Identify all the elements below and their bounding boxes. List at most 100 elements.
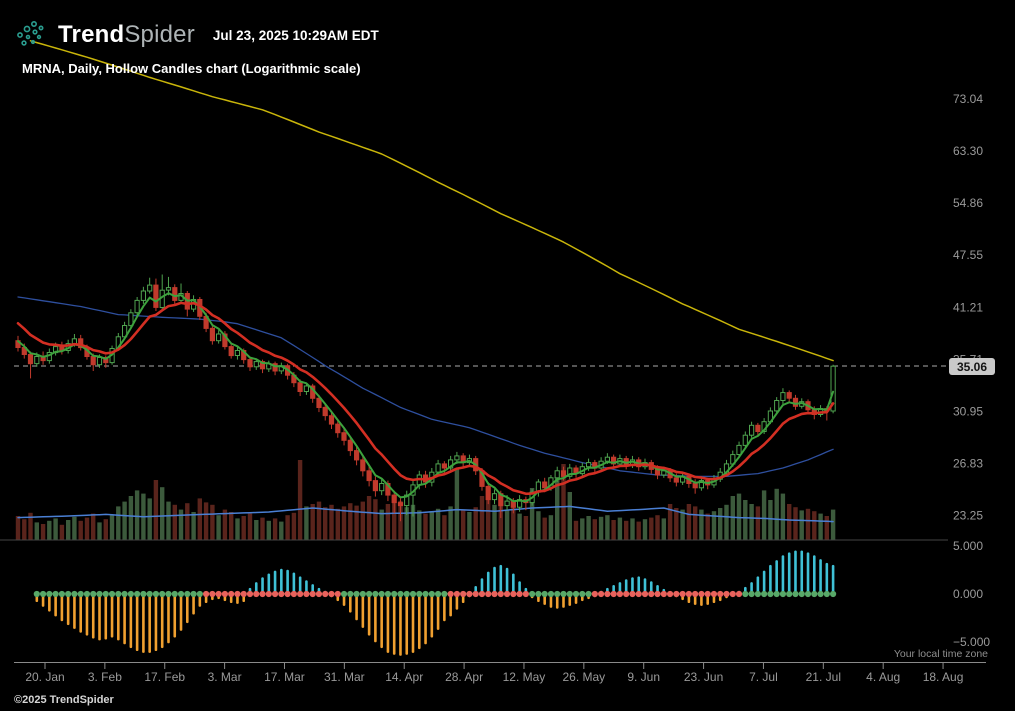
candle-body[interactable] [128, 312, 134, 327]
candle-body[interactable] [316, 397, 322, 408]
candle-body[interactable] [774, 400, 780, 412]
date-tick-label[interactable]: 17. Feb [144, 670, 185, 684]
candle-body[interactable] [441, 463, 447, 469]
candle-body[interactable] [391, 494, 397, 504]
candle-body[interactable] [71, 338, 78, 345]
date-tick-label[interactable]: 3. Mar [208, 670, 242, 684]
date-tick-label[interactable]: 14. Apr [385, 670, 423, 684]
candle-body[interactable] [749, 424, 755, 436]
candle-body[interactable] [742, 434, 748, 446]
candle-body[interactable] [435, 463, 441, 473]
date-tick-label[interactable]: 28. Apr [445, 670, 483, 684]
candle-body[interactable] [216, 333, 222, 342]
volume-bar [592, 519, 597, 540]
candle-body[interactable] [234, 350, 241, 356]
candle-body[interactable] [560, 470, 567, 477]
candle-body[interactable] [604, 456, 610, 462]
candle-body[interactable] [322, 406, 328, 417]
squeeze-dot [177, 590, 185, 598]
candle-body[interactable] [272, 363, 278, 372]
candle-body[interactable] [259, 361, 266, 370]
candle-body[interactable] [360, 459, 366, 472]
candle-body[interactable] [165, 287, 172, 291]
candle-body[interactable] [485, 485, 491, 501]
candle-body[interactable] [140, 290, 147, 301]
candle-body[interactable] [786, 392, 792, 399]
candle-body[interactable] [153, 284, 159, 308]
candle-body[interactable] [404, 494, 410, 507]
trendspider-logo-icon[interactable] [12, 16, 48, 54]
candle-body[interactable] [698, 480, 704, 489]
candle-body[interactable] [209, 327, 216, 342]
candle-body[interactable] [673, 477, 679, 483]
indicator-axis-label: −5.000 [953, 635, 990, 649]
date-tick-label[interactable]: 17. Mar [264, 670, 305, 684]
squeeze-dot [265, 590, 272, 598]
volume-bar [210, 504, 215, 540]
date-tick-label[interactable]: 7. Jul [749, 670, 778, 684]
candle-body[interactable] [34, 356, 40, 365]
date-tick-label[interactable]: 31. Mar [324, 670, 365, 684]
candle-body[interactable] [792, 397, 799, 407]
candle-body[interactable] [780, 392, 786, 402]
candle-body[interactable] [611, 456, 617, 465]
candle-body[interactable] [328, 415, 335, 425]
brand-title[interactable]: Trend Spider [58, 21, 195, 49]
candle-body[interactable] [736, 444, 742, 455]
candle-body[interactable] [454, 455, 460, 461]
candle-body[interactable] [554, 470, 560, 479]
candle-body[interactable] [692, 483, 698, 489]
candle-body[interactable] [491, 493, 498, 501]
last-price-badge[interactable]: 35.06 [949, 358, 995, 375]
candle-body[interactable] [347, 439, 353, 452]
candle-body[interactable] [303, 385, 309, 392]
candle-body[interactable] [335, 423, 341, 434]
candle-body[interactable] [385, 483, 391, 496]
candle-body[interactable] [366, 470, 372, 482]
candle-body[interactable] [372, 480, 378, 492]
candle-body[interactable] [379, 483, 385, 492]
date-tick-label[interactable]: 21. Jul [806, 670, 841, 684]
volume-bar [122, 501, 127, 540]
candle-body[interactable] [397, 502, 404, 507]
date-tick-label[interactable]: 18. Aug [923, 670, 964, 684]
candle-body[interactable] [542, 481, 548, 489]
candle-body[interactable] [103, 357, 109, 364]
candle-body[interactable] [90, 356, 96, 366]
candle-body[interactable] [134, 299, 140, 314]
candle-body[interactable] [78, 338, 84, 349]
date-tick-label[interactable]: 9. Jun [627, 670, 660, 684]
date-tick-label[interactable]: 20. Jan [25, 670, 64, 684]
candle-body[interactable] [586, 462, 592, 468]
candle-body[interactable] [297, 382, 303, 393]
candle-body[interactable] [755, 424, 761, 432]
squeeze-dot [184, 590, 191, 598]
candle-body[interactable] [247, 359, 253, 368]
candle-body[interactable] [354, 450, 360, 461]
candle-body[interactable] [172, 287, 178, 301]
candle-body[interactable] [504, 500, 510, 507]
candle-body[interactable] [567, 467, 573, 477]
candle-body[interactable] [830, 365, 836, 412]
volume-bar [316, 501, 322, 540]
date-tick-label[interactable]: 3. Feb [88, 670, 122, 684]
volume-bar [511, 507, 516, 540]
candle-body[interactable] [147, 284, 153, 292]
candle-body[interactable] [341, 432, 347, 441]
timezone-note[interactable]: Your local time zone [893, 648, 988, 660]
candle-body[interactable] [253, 361, 259, 368]
squeeze-dot [127, 590, 134, 598]
candle-body[interactable] [222, 333, 228, 348]
candle-body[interactable] [27, 354, 34, 365]
date-tick-label[interactable]: 26. May [562, 670, 605, 684]
date-tick-label[interactable]: 12. May [503, 670, 546, 684]
candle-body[interactable] [96, 357, 103, 366]
date-tick-label[interactable]: 4. Aug [866, 670, 900, 684]
volume-bar [661, 518, 666, 540]
squeeze-dot [729, 590, 736, 598]
date-tick-label[interactable]: 23. Jun [684, 670, 723, 684]
squeeze-dot [717, 590, 724, 598]
squeeze-dot [190, 590, 197, 598]
candle-body[interactable] [228, 346, 234, 357]
